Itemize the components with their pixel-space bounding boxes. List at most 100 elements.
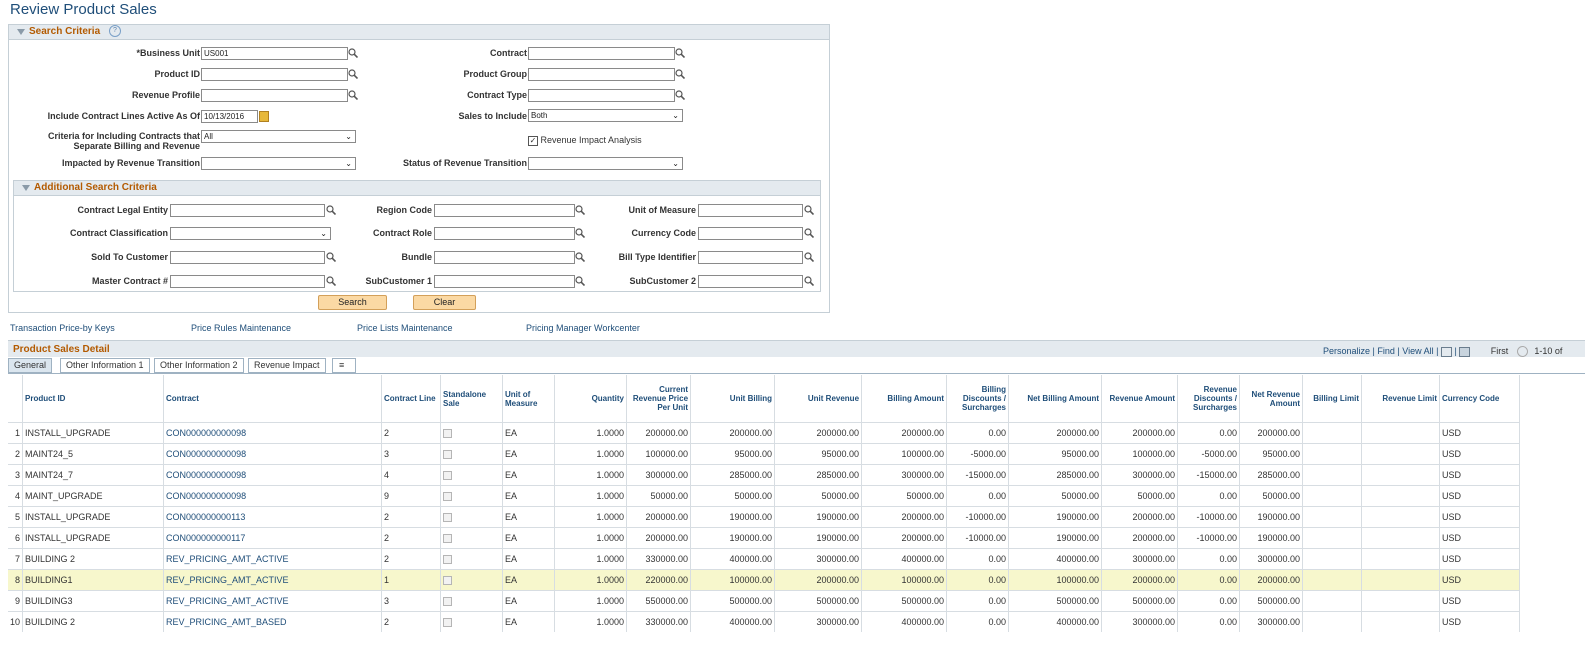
col-revenue-discounts[interactable]: Revenue Discounts / Surcharges xyxy=(1177,375,1241,423)
master-contract-input[interactable] xyxy=(170,275,325,288)
unit-revenue-cell: 95000.00 xyxy=(774,443,863,465)
tab-other-information-2[interactable]: Other Information 2 xyxy=(154,358,244,373)
unit-billing-cell: 400000.00 xyxy=(690,548,776,570)
bill-type-identifier-input[interactable] xyxy=(698,251,803,264)
criteria-contracts-select[interactable]: All ⌄ xyxy=(201,130,356,143)
col-currency-code[interactable]: Currency Code xyxy=(1439,375,1521,423)
contract-role-input[interactable] xyxy=(434,227,575,240)
search-criteria-header[interactable]: Search Criteria ? xyxy=(9,25,829,40)
contract-link[interactable]: CON000000000098 xyxy=(163,485,383,507)
search-icon[interactable] xyxy=(675,69,685,79)
subcustomer1-input[interactable] xyxy=(434,275,575,288)
contract-link[interactable]: CON000000000098 xyxy=(163,443,383,465)
show-all-columns-icon[interactable]: ≡ xyxy=(332,358,356,373)
price-lists-link[interactable]: Price Lists Maintenance xyxy=(357,323,453,333)
first-label[interactable]: First xyxy=(1490,346,1509,356)
status-revenue-transition-select[interactable]: ⌄ xyxy=(528,157,683,170)
row-number: 6 xyxy=(8,527,23,549)
col-revenue-amount[interactable]: Revenue Amount xyxy=(1101,375,1179,423)
contract-legal-entity-input[interactable] xyxy=(170,204,325,217)
search-icon[interactable] xyxy=(804,228,814,238)
price-rules-link[interactable]: Price Rules Maintenance xyxy=(191,323,292,333)
additional-search-header[interactable]: Additional Search Criteria xyxy=(14,181,820,196)
personalize-link[interactable]: Personalize xyxy=(1323,346,1371,356)
search-icon[interactable] xyxy=(575,276,585,286)
search-icon[interactable] xyxy=(575,205,585,215)
grid-header-row: Product ID Contract Contract Line Standa… xyxy=(8,375,1521,423)
subcustomer2-input[interactable] xyxy=(698,275,803,288)
col-unit-revenue[interactable]: Unit Revenue xyxy=(774,375,863,423)
search-icon[interactable] xyxy=(675,90,685,100)
search-icon[interactable] xyxy=(804,252,814,262)
contract-line-cell: 3 xyxy=(381,590,442,612)
tab-revenue-impact[interactable]: Revenue Impact xyxy=(248,358,326,373)
product-group-input[interactable] xyxy=(528,68,675,81)
col-standalone-sale[interactable]: Standalone Sale xyxy=(440,375,504,423)
col-contract-line[interactable]: Contract Line xyxy=(381,375,442,423)
contract-link[interactable]: REV_PRICING_AMT_ACTIVE xyxy=(163,569,383,591)
contract-input[interactable] xyxy=(528,47,675,60)
search-button[interactable]: Search xyxy=(318,295,387,310)
price-by-keys-link[interactable]: Transaction Price-by Keys xyxy=(10,323,115,333)
previous-icon[interactable] xyxy=(1516,346,1528,358)
col-unit-billing[interactable]: Unit Billing xyxy=(690,375,776,423)
col-revenue-limit[interactable]: Revenue Limit xyxy=(1361,375,1441,423)
revenue-impact-checkbox-row[interactable]: ✓ Revenue Impact Analysis xyxy=(528,135,642,146)
tab-other-information-1[interactable]: Other Information 1 xyxy=(60,358,150,373)
contract-classification-select[interactable]: ⌄ xyxy=(170,227,331,240)
search-icon[interactable] xyxy=(804,276,814,286)
unit-of-measure-input[interactable] xyxy=(698,204,803,217)
search-icon[interactable] xyxy=(348,69,358,79)
col-product-id[interactable]: Product ID xyxy=(22,375,165,423)
search-icon[interactable] xyxy=(326,276,336,286)
billing-limit-cell xyxy=(1302,464,1363,486)
contract-link[interactable]: CON000000000117 xyxy=(163,527,383,549)
search-icon[interactable] xyxy=(348,48,358,58)
contract-link[interactable]: REV_PRICING_AMT_ACTIVE xyxy=(163,590,383,612)
tab-general[interactable]: General xyxy=(8,358,53,373)
search-icon[interactable] xyxy=(675,48,685,58)
contract-link[interactable]: CON000000000098 xyxy=(163,422,383,444)
col-net-billing-amount[interactable]: Net Billing Amount xyxy=(1008,375,1103,423)
col-quantity[interactable]: Quantity xyxy=(554,375,628,423)
col-net-revenue-amount[interactable]: Net Revenue Amount xyxy=(1239,375,1304,423)
zoom-icon[interactable] xyxy=(1440,346,1452,357)
search-icon[interactable] xyxy=(326,205,336,215)
region-code-input[interactable] xyxy=(434,204,575,217)
currency-code-input[interactable] xyxy=(698,227,803,240)
product-id-input[interactable] xyxy=(201,68,348,81)
col-unit-of-measure[interactable]: Unit of Measure xyxy=(502,375,556,423)
find-link[interactable]: Find xyxy=(1377,346,1395,356)
col-current-revenue-price[interactable]: Current Revenue Price Per Unit xyxy=(626,375,692,423)
clear-button[interactable]: Clear xyxy=(413,295,476,310)
contract-link[interactable]: REV_PRICING_AMT_BASED xyxy=(163,611,383,632)
bundle-input[interactable] xyxy=(434,251,575,264)
revenue-profile-input[interactable] xyxy=(201,89,348,102)
contract-type-input[interactable] xyxy=(528,89,675,102)
contract-link[interactable]: REV_PRICING_AMT_ACTIVE xyxy=(163,548,383,570)
view-all-link[interactable]: View All xyxy=(1402,346,1434,356)
page-title: Review Product Sales xyxy=(10,1,157,18)
pricing-manager-link[interactable]: Pricing Manager Workcenter xyxy=(526,323,640,333)
sales-to-include-select[interactable]: Both ⌄ xyxy=(528,109,683,122)
search-icon[interactable] xyxy=(804,205,814,215)
additional-search-title: Additional Search Criteria xyxy=(34,182,157,193)
contract-link[interactable]: CON000000000113 xyxy=(163,506,383,528)
search-icon[interactable] xyxy=(348,90,358,100)
sold-to-customer-input[interactable] xyxy=(170,251,325,264)
revenue-impact-checkbox[interactable]: ✓ xyxy=(528,135,538,146)
col-contract[interactable]: Contract xyxy=(163,375,383,423)
col-billing-amount[interactable]: Billing Amount xyxy=(861,375,948,423)
active-as-of-date-input[interactable]: 10/13/2016 xyxy=(201,110,258,123)
search-icon[interactable] xyxy=(326,252,336,262)
business-unit-input[interactable]: US001 xyxy=(201,47,348,60)
download-icon[interactable] xyxy=(1459,346,1471,357)
contract-link[interactable]: CON000000000098 xyxy=(163,464,383,486)
col-billing-discounts[interactable]: Billing Discounts / Surcharges xyxy=(946,375,1010,423)
search-icon[interactable] xyxy=(575,228,585,238)
search-icon[interactable] xyxy=(575,252,585,262)
calendar-icon[interactable] xyxy=(259,111,269,122)
help-icon[interactable]: ? xyxy=(108,25,121,38)
impacted-by-select[interactable]: ⌄ xyxy=(201,157,356,170)
col-billing-limit[interactable]: Billing Limit xyxy=(1302,375,1363,423)
